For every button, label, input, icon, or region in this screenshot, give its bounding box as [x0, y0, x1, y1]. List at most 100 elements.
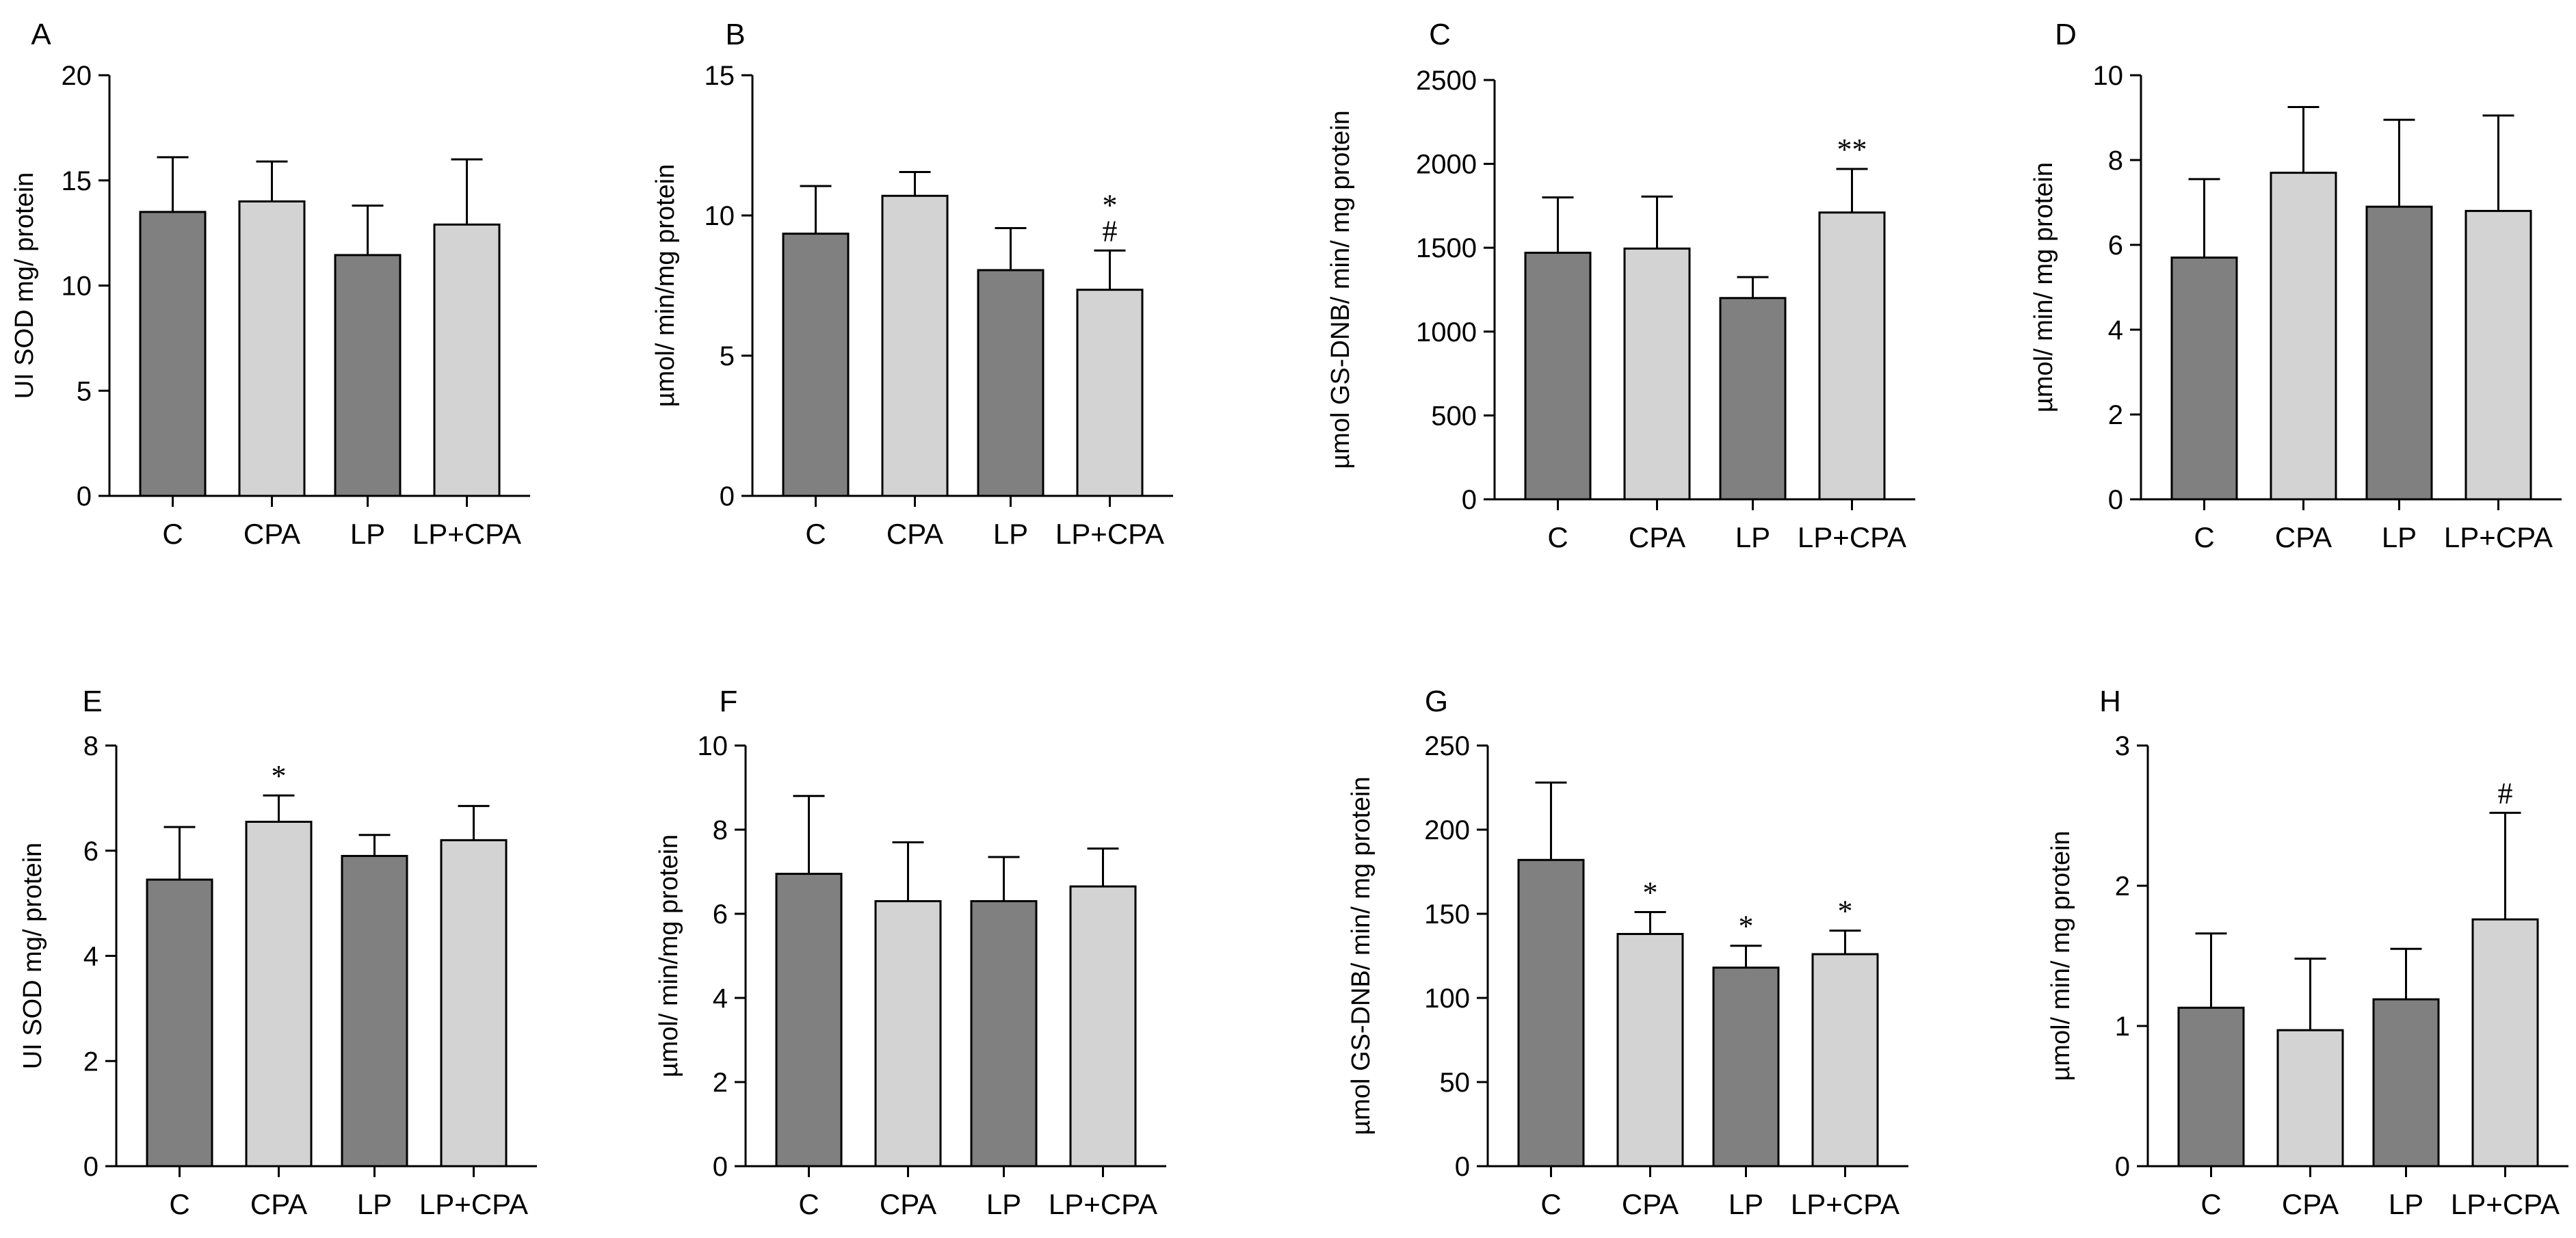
- x-tick-label-f-4: LP+CPA: [1049, 1188, 1157, 1220]
- panel-letter-d: D: [2055, 18, 2077, 51]
- y-tick-label-b-15: 15: [705, 61, 735, 91]
- y-tick-label-g-200: 200: [1424, 815, 1470, 845]
- x-tick-label-a-4: LP+CPA: [412, 518, 521, 550]
- bar-g-c: [1517, 858, 1585, 1168]
- chart-panel-g: G C * CPA * LP * LP+CPA 0 50 100 150 200 250 µmol GS-D…: [1347, 685, 1908, 1220]
- panel-letter-c: C: [1429, 18, 1451, 51]
- y-tick-label-a-5: 5: [77, 376, 92, 406]
- y-tick-label-d-6: 6: [2108, 231, 2123, 261]
- y-tick-label-a-20: 20: [62, 61, 92, 91]
- y-tick-label-e-6: 6: [83, 837, 98, 867]
- y-axis-label-g: µmol GS-DNB/ min/ mg protein: [1347, 776, 1376, 1135]
- y-tick-label-d-2: 2: [2108, 400, 2123, 430]
- bar-a-c: [139, 211, 207, 497]
- x-tick-label-e-1: C: [169, 1188, 189, 1220]
- bar-f-cpa: [874, 900, 942, 1168]
- y-tick-label-c-1500: 1500: [1416, 233, 1477, 263]
- y-tick-label-e-2: 2: [83, 1046, 98, 1077]
- bar-h-c: [2177, 1006, 2245, 1168]
- bar-d-lp: [2365, 205, 2433, 501]
- x-tick-label-g-1: C: [1540, 1188, 1561, 1220]
- bar-a-lp: [334, 254, 402, 497]
- y-tick-label-h-0: 0: [2115, 1152, 2130, 1182]
- y-tick-label-a-10: 10: [62, 272, 92, 302]
- y-tick-label-e-0: 0: [83, 1152, 98, 1182]
- panel-letter-b: B: [725, 18, 745, 51]
- y-axis-label-h: µmol/ min/ mg protein: [2047, 830, 2075, 1081]
- y-axis-label-b: µmol/ min/mg protein: [651, 164, 680, 408]
- y-tick-label-b-0: 0: [720, 482, 735, 512]
- bar-g-cpa: [1616, 933, 1684, 1168]
- x-tick-label-d-4: LP+CPA: [2444, 521, 2553, 553]
- y-axis-label-d: µmol/ min/ mg protein: [2029, 162, 2058, 412]
- significance-mark-c-4: **: [1837, 133, 1867, 166]
- bar-e-c: [146, 878, 213, 1168]
- bar-c-lp: [1719, 297, 1787, 501]
- x-tick-label-h-4: LP+CPA: [2451, 1188, 2560, 1220]
- y-tick-label-f-2: 2: [713, 1068, 728, 1098]
- bar-e-cpa: [245, 820, 313, 1168]
- y-tick-label-g-0: 0: [1455, 1152, 1470, 1182]
- significance-mark-b-4: *: [1103, 188, 1118, 222]
- x-tick-label-c-2: CPA: [1629, 521, 1685, 553]
- bar-h-lp: [2372, 998, 2440, 1168]
- bar-b-lp-cpa: [1076, 289, 1144, 497]
- y-tick-label-f-6: 6: [713, 899, 728, 930]
- bar-b-lp: [977, 269, 1044, 497]
- panel-letter-h: H: [2099, 685, 2121, 718]
- y-tick-label-h-1: 1: [2115, 1012, 2130, 1042]
- y-tick-label-c-500: 500: [1431, 401, 1477, 431]
- bar-b-c: [782, 233, 850, 497]
- bar-a-lp-cpa: [433, 223, 501, 497]
- bar-d-lp-cpa: [2465, 209, 2532, 501]
- x-tick-label-f-2: CPA: [880, 1188, 936, 1220]
- y-tick-label-d-10: 10: [2093, 61, 2124, 91]
- bar-f-lp-cpa: [1069, 885, 1137, 1168]
- x-tick-label-e-3: LP: [357, 1188, 392, 1220]
- y-tick-label-g-250: 250: [1424, 731, 1470, 761]
- y-tick-label-e-4: 4: [83, 942, 98, 972]
- bar-d-c: [2170, 256, 2238, 501]
- y-tick-label-g-100: 100: [1424, 984, 1470, 1014]
- panel-letter-g: G: [1425, 685, 1448, 718]
- panel-letter-e: E: [82, 685, 102, 718]
- y-tick-label-b-5: 5: [720, 341, 735, 371]
- y-tick-label-a-0: 0: [77, 482, 92, 512]
- bar-g-lp-cpa: [1811, 953, 1879, 1168]
- bar-b-cpa: [881, 194, 949, 497]
- y-axis-label-a: UI SOD mg/ protein: [10, 172, 39, 399]
- y-tick-label-d-8: 8: [2108, 146, 2123, 176]
- x-tick-label-f-3: LP: [986, 1188, 1021, 1220]
- x-tick-label-h-2: CPA: [2282, 1188, 2339, 1220]
- panel-letter-f: F: [720, 685, 738, 718]
- x-tick-label-e-4: LP+CPA: [419, 1188, 528, 1220]
- x-tick-label-g-2: CPA: [1622, 1188, 1679, 1220]
- bar-e-lp-cpa: [440, 839, 508, 1168]
- y-tick-label-d-4: 4: [2108, 315, 2123, 345]
- bar-c-c: [1524, 252, 1592, 501]
- y-tick-label-g-150: 150: [1424, 899, 1470, 930]
- significance-mark-g-3: *: [1739, 910, 1754, 943]
- x-tick-label-c-3: LP: [1735, 521, 1770, 553]
- chart-panel-a: A C CPA LP LP+CPA 0 5 10 15 20 UI SOD mg/ protein: [10, 18, 530, 550]
- y-tick-label-b-10: 10: [705, 201, 735, 231]
- y-tick-label-f-10: 10: [698, 731, 728, 761]
- x-tick-label-a-3: LP: [350, 518, 385, 550]
- x-tick-label-d-2: CPA: [2275, 521, 2332, 553]
- chart-panel-e: E C * CPA LP LP+CPA 0 2 4 6 8 UI SOD mg/ protein: [18, 685, 537, 1220]
- x-tick-label-d-1: C: [2194, 521, 2214, 553]
- y-tick-label-f-4: 4: [713, 984, 728, 1014]
- x-tick-label-f-1: C: [798, 1188, 819, 1220]
- bar-e-lp: [341, 854, 408, 1168]
- chart-panel-d: D C CPA LP LP+CPA 0 2 4 6 8 10 µmol/ min/ mg protei…: [2029, 18, 2562, 553]
- bar-h-lp-cpa: [2471, 918, 2539, 1168]
- x-tick-label-g-3: LP: [1729, 1188, 1763, 1220]
- y-axis-label-c: µmol GS-DNB/ min/ mg protein: [1326, 110, 1355, 469]
- x-tick-label-c-4: LP+CPA: [1798, 521, 1906, 553]
- x-tick-label-d-3: LP: [2382, 521, 2417, 553]
- chart-panel-f: F C CPA LP LP+CPA 0 2 4 6 8 10 µmol/ min/mg protein: [655, 685, 1166, 1220]
- bar-g-lp: [1712, 966, 1780, 1168]
- x-tick-label-b-4: LP+CPA: [1055, 518, 1164, 550]
